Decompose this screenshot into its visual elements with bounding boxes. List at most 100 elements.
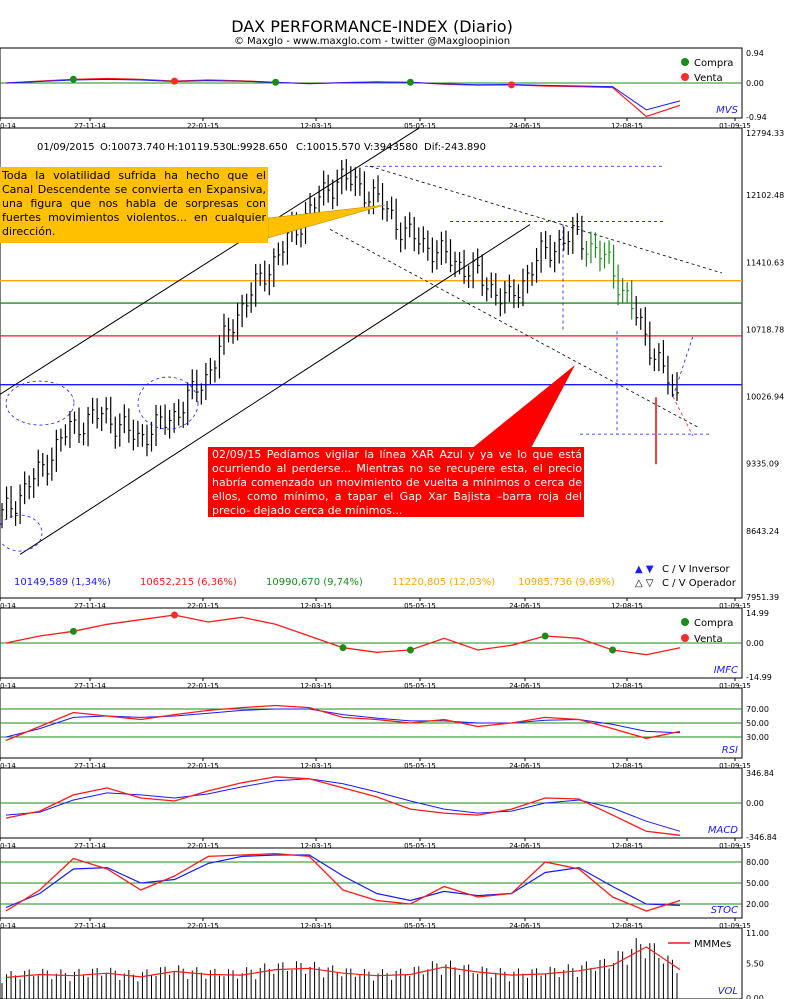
date-label: 24-06-15 [509,122,541,130]
y-tick-label: 10718.78 [746,325,784,334]
info-high: H:10119.530 [167,142,232,153]
info-diff: Dif:-243.890 [424,142,486,153]
mvs-signal-dot [69,75,77,83]
date-label: 24-06-15 [509,842,541,850]
date-label: 24-06-15 [509,762,541,770]
y-tick-label: -0.94 [746,113,767,122]
date-label: 01-09-15 [719,922,751,930]
rsi-series [5,704,681,742]
panel-label-imfc: IMFC [714,665,738,676]
y-tick-label: 7951.39 [746,593,779,602]
date-label: 01-09-15 [719,682,751,690]
date-label: 12-03-15 [300,602,332,610]
y-tick-label: 12794.33 [746,129,784,138]
annotation-2-text: 02/09/15 Pedíamos vigilar la línea XAR A… [212,448,582,517]
level-label-orange-2: 10985,736 (9,69%) [518,577,615,588]
callout-arrow-yellow [267,204,386,239]
macd-series [5,776,681,836]
panel-label-rsi: RSI [722,745,738,756]
info-open: O:10073.740 [100,142,165,153]
date-label: 05-05-15 [404,922,436,930]
date-label: 12-03-15 [300,122,332,130]
legend-compra: Compra [694,58,733,69]
date-label: 27-11-14 [74,842,106,850]
date-label: 22-01-15 [187,762,219,770]
date-label: 22-01-15 [187,682,219,690]
date-label: 22-01-15 [187,122,219,130]
imfc-compra-dot-icon [681,618,689,626]
date-label: 12-08-15 [611,922,643,930]
legend-operador: C / V Operador [662,578,737,589]
y-tick-label: 50.00 [746,719,769,728]
y-tick-label: 0.00 [746,994,764,999]
date-label: 01-09-15 [719,762,751,770]
y-tick-label: 0.00 [746,799,764,808]
date-label: 12-08-15 [611,762,643,770]
y-tick-label: 11410.63 [746,258,784,267]
projection-up-arrow [672,335,694,397]
mvs-series [5,77,681,118]
date-label: 0-14 [0,762,16,770]
y-tick-label: 9335.09 [746,460,779,469]
y-tick-label: 80.00 [746,858,769,867]
legend-inversor: C / V Inversor [662,564,731,575]
legend-venta: Venta [694,73,723,84]
date-label: 24-06-15 [509,922,541,930]
date-label: 0-14 [0,842,16,850]
date-label: 24-06-15 [509,682,541,690]
date-label: 22-01-15 [187,922,219,930]
y-tick-label: 20.00 [746,900,769,909]
stoc-signal [5,854,681,909]
level-label-blue: 10149,589 (1,34%) [14,577,111,588]
annotation-box-1 [0,167,268,243]
pattern-circle [0,514,43,552]
y-tick-label: 10026.94 [746,393,784,402]
date-label: 01-09-15 [719,842,751,850]
y-tick-label: 50.00 [746,879,769,888]
stoc-series [5,852,681,912]
date-label: 12-08-15 [611,122,643,130]
date-label: 24-06-15 [509,602,541,610]
date-label: 05-05-15 [404,842,436,850]
channel-upper-line [0,127,421,395]
pattern-circle [5,380,75,426]
y-tick-label: 8643.24 [746,527,779,536]
operador-triangles-icon: △ ▽ [635,578,654,589]
date-label: 05-05-15 [404,122,436,130]
y-tick-label: -14.99 [746,673,772,682]
info-close: C:10015.570 [296,142,360,153]
mvs-signal-dot [406,78,414,86]
date-label: 05-05-15 [404,762,436,770]
y-tick-label: 14.99 [746,609,769,618]
rsi-signal [5,708,681,738]
imfc-signal-dot [339,644,347,652]
date-label: 01-09-15 [719,122,751,130]
date-label: 05-05-15 [404,682,436,690]
date-label: 12-03-15 [300,682,332,690]
channel-lower-line [19,224,531,555]
y-tick-label: 0.00 [746,79,764,88]
date-label: 0-14 [0,122,16,130]
annotation-1-text: Toda la volatilidad sufrida ha hecho que… [2,169,266,238]
panel-frame-vol [0,927,743,999]
date-label: 0-14 [0,682,16,690]
date-label: 12-03-15 [300,762,332,770]
y-tick-label: 0.94 [746,49,764,58]
imfc-signal-dot [171,611,178,619]
date-label: 12-03-15 [300,842,332,850]
date-label: 27-11-14 [74,122,106,130]
imfc-signal-dot [541,632,549,640]
legend-mmmes: MMMes [694,939,731,950]
projection-down-arrow [672,396,694,437]
date-label: 0-14 [0,922,16,930]
panel-label-macd: MACD [708,825,738,836]
y-tick-label: 11.00 [746,929,769,938]
mvs-signal-dot [171,77,178,85]
date-label: 12-08-15 [611,842,643,850]
inversor-triangles-icon: ▲ ▼ [635,564,654,575]
y-tick-label: 346.84 [746,769,774,778]
date-label: 27-11-14 [74,682,106,690]
venta-dot-icon [681,73,689,81]
imfc-signal-dot [609,646,617,654]
